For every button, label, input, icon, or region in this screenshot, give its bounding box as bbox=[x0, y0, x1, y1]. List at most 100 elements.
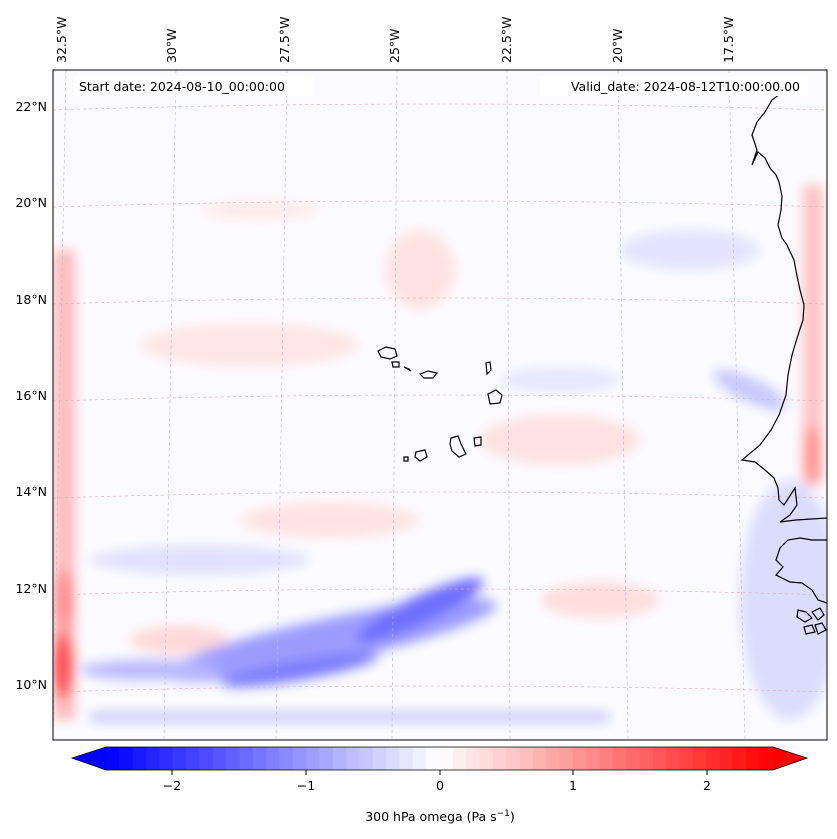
gridline-lon-22.5 bbox=[506, 70, 511, 740]
colorbar-cell bbox=[252, 747, 267, 770]
valid-date-box bbox=[540, 76, 808, 96]
start-date-box bbox=[74, 76, 314, 96]
gridline-lat-22 bbox=[53, 103, 827, 111]
africa-coastline bbox=[740, 93, 827, 523]
colorbar-cell bbox=[426, 747, 440, 770]
colorbar-cell bbox=[292, 747, 307, 770]
colorbar-cell bbox=[226, 747, 240, 770]
colorbar-cell bbox=[319, 747, 334, 770]
island-sao-vicente bbox=[391, 361, 400, 368]
lon-label: 20°W bbox=[610, 28, 625, 63]
colorbar: −2 −1 0 1 2 300 hPa omega (Pa s−1) bbox=[70, 746, 809, 824]
colorbar-extend-max bbox=[773, 747, 807, 770]
island-sal bbox=[485, 361, 492, 376]
colorbar-cell bbox=[186, 747, 200, 770]
colorbar-cells bbox=[72, 747, 807, 770]
colorbar-cell bbox=[306, 747, 320, 770]
colorbar-tick-label: 0 bbox=[436, 778, 444, 793]
colorbar-label-exponent: −1 bbox=[497, 809, 510, 819]
field-blue-band-west bbox=[80, 660, 220, 680]
colorbar-cell bbox=[546, 747, 560, 770]
colorbar-cell bbox=[172, 747, 187, 770]
map-panel: Start date: 2024-08-10_00:00:00 Valid_da… bbox=[52, 69, 828, 741]
field-west-red-mid bbox=[55, 570, 73, 630]
gridline-lon-17.5 bbox=[728, 70, 746, 740]
lat-label: 16°N bbox=[15, 388, 47, 403]
colorbar-cell bbox=[612, 747, 627, 770]
lat-label: 10°N bbox=[15, 677, 47, 692]
colorbar-cell bbox=[666, 747, 681, 770]
colorbar-cell bbox=[532, 747, 547, 770]
start-date-text: Start date: 2024-08-10_00:00:00 bbox=[79, 79, 285, 94]
gridline-lon-27.5 bbox=[275, 70, 288, 740]
graticule bbox=[53, 70, 827, 740]
colorbar-cell bbox=[106, 747, 120, 770]
colorbar-label-prefix: 300 hPa omega (Pa s bbox=[365, 809, 496, 824]
island-brava bbox=[403, 456, 409, 462]
colorbar-outline bbox=[70, 746, 809, 771]
colorbar-cell bbox=[599, 747, 614, 770]
field-blue-patch bbox=[90, 546, 310, 574]
colorbar-cell bbox=[466, 747, 480, 770]
gridline-lat-16 bbox=[53, 394, 827, 402]
colorbar-cell bbox=[386, 747, 400, 770]
colorbar-cell bbox=[239, 747, 254, 770]
colorbar-label-suffix: ) bbox=[510, 809, 515, 824]
valid-date-text: Valid_date: 2024-08-12T10:00:00.00 bbox=[571, 79, 800, 94]
field-red-patch bbox=[480, 415, 640, 465]
colorbar-cell bbox=[519, 747, 534, 770]
colorbar-tick-label: 2 bbox=[703, 778, 711, 793]
colorbar-cell bbox=[479, 747, 494, 770]
colorbar-cell bbox=[279, 747, 294, 770]
field-red-patch bbox=[140, 323, 360, 367]
colorbar-cell bbox=[652, 747, 667, 770]
bijagos-islands bbox=[796, 607, 827, 635]
lat-label: 22°N bbox=[15, 99, 47, 114]
field-blue-patch bbox=[713, 369, 787, 411]
colorbar-cell bbox=[692, 747, 707, 770]
island-maio bbox=[473, 436, 482, 447]
colorbar-cell bbox=[626, 747, 640, 770]
lon-label: 17.5°W bbox=[721, 17, 736, 63]
colorbar-cell bbox=[399, 747, 414, 770]
colorbar-cell bbox=[199, 747, 214, 770]
colorbar-cell bbox=[346, 747, 360, 770]
lon-label: 22.5°W bbox=[499, 17, 514, 63]
field-red-patch bbox=[130, 626, 230, 654]
colorbar-cell bbox=[132, 747, 147, 770]
colorbar-cell bbox=[719, 747, 734, 770]
colorbar-cell bbox=[212, 747, 227, 770]
island-santa-luzia bbox=[403, 366, 412, 372]
colorbar-cell bbox=[559, 747, 574, 770]
colorbar-cell bbox=[586, 747, 600, 770]
lon-label: 30°W bbox=[164, 28, 179, 63]
field-red-patch bbox=[540, 582, 660, 618]
lon-label: 32.5°W bbox=[54, 17, 69, 63]
lon-label: 25°W bbox=[387, 28, 402, 63]
field-blue-patch bbox=[740, 480, 827, 720]
field-red-patch bbox=[385, 230, 455, 310]
colorbar-tick-label: −2 bbox=[163, 778, 181, 793]
field-blue-band-core bbox=[221, 652, 379, 688]
colorbar-tick-label: −1 bbox=[297, 778, 315, 793]
colorbar-cell bbox=[706, 747, 721, 770]
gridline-lat-10 bbox=[53, 685, 827, 693]
field-red-patch bbox=[240, 502, 420, 538]
colorbar-cell bbox=[439, 747, 454, 770]
colorbar-cell bbox=[759, 747, 774, 770]
gridline-lon-32.5 bbox=[53, 70, 67, 740]
colorbar-cell bbox=[452, 747, 467, 770]
field-blue-band-core bbox=[356, 577, 484, 643]
field-red-patch bbox=[200, 200, 320, 220]
colorbar-cell bbox=[572, 747, 587, 770]
omega-field bbox=[53, 185, 827, 722]
colorbar-label: 300 hPa omega (Pa s−1) bbox=[365, 809, 515, 824]
island-fogo bbox=[414, 449, 428, 462]
colorbar-cell bbox=[639, 747, 654, 770]
colorbar-cell bbox=[679, 747, 694, 770]
colorbar-cell bbox=[492, 747, 507, 770]
colorbar-cell bbox=[146, 747, 160, 770]
lat-label: 18°N bbox=[15, 292, 47, 307]
gridline-lon-25 bbox=[391, 70, 398, 740]
colorbar-cell bbox=[506, 747, 520, 770]
